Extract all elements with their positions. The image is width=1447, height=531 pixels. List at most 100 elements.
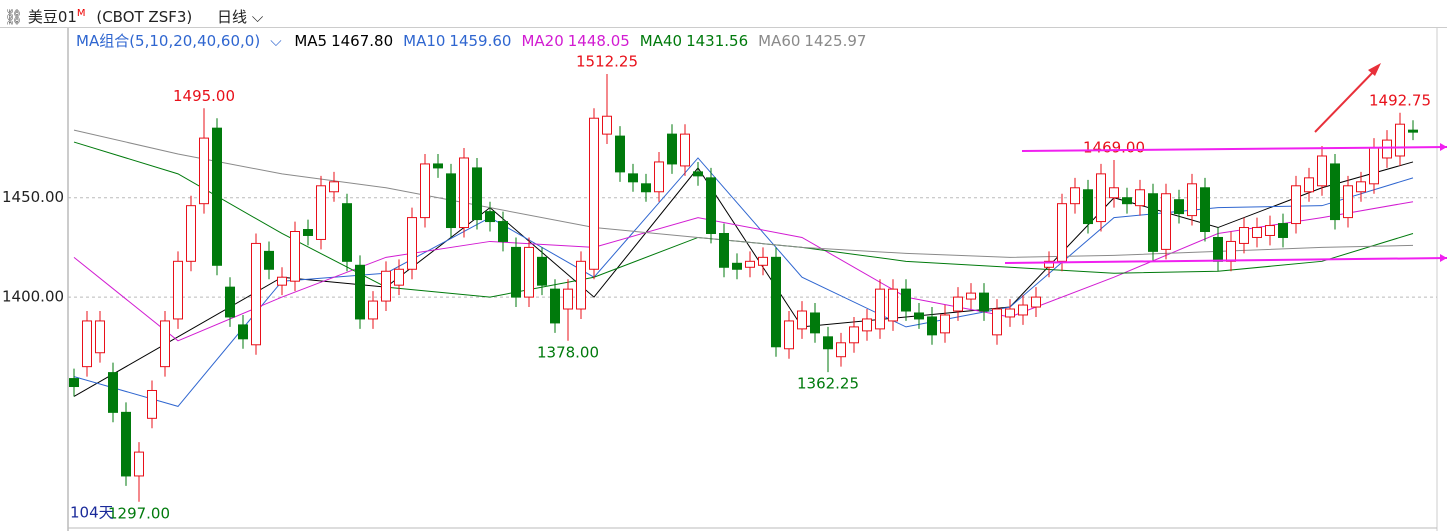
candle-body: [225, 286, 235, 318]
candle-body: [1317, 155, 1327, 187]
candle-count: 104天: [70, 504, 114, 522]
candle-body: [550, 288, 560, 324]
candle-body: [1044, 260, 1054, 268]
toolbar: ⛓ 美豆01M (CBOT ZSF3) 日线 ⌵: [0, 0, 1447, 28]
candle-body: [186, 205, 196, 262]
candle-body: [1200, 187, 1210, 233]
legend-value: 1459.60: [449, 32, 512, 50]
candle-body: [407, 217, 417, 270]
candle-body: [537, 256, 547, 286]
ma-line: [73, 201, 1414, 342]
candle-body: [719, 232, 729, 268]
candle-body: [1096, 173, 1106, 223]
candle-body: [199, 137, 209, 205]
candle-body: [303, 229, 313, 236]
legend-item: MA5 1467.80: [294, 32, 393, 50]
candle-body: [1148, 193, 1158, 252]
symbol-name: 美豆01: [27, 8, 77, 26]
candle-body: [1083, 189, 1093, 225]
candle-body: [1343, 185, 1353, 219]
candle-body: [914, 312, 924, 320]
candle-body: [147, 389, 157, 419]
candle-body: [95, 320, 105, 354]
drawn-arrow: [1314, 66, 1379, 133]
candle-body: [1122, 197, 1132, 205]
legend-item: MA20 1448.05: [521, 32, 629, 50]
candle-body: [1369, 147, 1379, 185]
candle-body: [693, 171, 703, 177]
legend-item: MA40 1431.56: [640, 32, 748, 50]
drawn-arrowhead: [1440, 143, 1447, 151]
candle-body: [134, 451, 144, 477]
candle-body: [654, 161, 664, 193]
candle-body: [732, 262, 742, 270]
candle-body: [576, 260, 586, 310]
candle-body: [1291, 185, 1301, 225]
candle-body: [329, 181, 339, 193]
legend-name: MA60: [758, 32, 801, 50]
candle-body: [1161, 193, 1171, 250]
legend-name: MA40: [639, 32, 683, 50]
candle-body: [498, 221, 508, 242]
candle-body: [940, 314, 950, 334]
legend-value: 1425.97: [804, 32, 867, 50]
candle-body: [394, 268, 404, 286]
legend-value: 1448.05: [567, 32, 630, 50]
candle-body: [1330, 163, 1340, 221]
drawn-line: [1004, 257, 1447, 264]
candle-body: [1226, 240, 1236, 262]
y-tick-label: 1450.00: [2, 188, 64, 206]
high-label: 1512.25: [576, 53, 638, 71]
candle-body: [1408, 129, 1418, 133]
plot: 1400.00 1450.00 1495.00 1512.25 1469.00 1492.…: [2, 53, 1437, 522]
candle-body: [901, 288, 911, 312]
candle-body: [1057, 203, 1067, 262]
candle-body: [836, 342, 846, 358]
period: 日线: [217, 8, 248, 26]
candle-body: [1187, 183, 1197, 217]
candle-body: [771, 256, 781, 348]
candle-body: [277, 276, 287, 286]
legend-name: MA5: [294, 32, 328, 50]
low-label: 1378.00: [537, 343, 599, 361]
candle-body: [758, 256, 768, 266]
candle-body: [1109, 187, 1119, 199]
symbol-flag: M: [76, 8, 86, 19]
candle-body: [589, 117, 599, 270]
ma-line: [73, 129, 1414, 258]
legend-name: MA20: [521, 32, 564, 50]
high-label: 1469.00: [1083, 138, 1145, 156]
ma-title: MA组合(5,10,20,40,60,0): [76, 32, 261, 50]
ma-select[interactable]: MA组合(5,10,20,40,60,0) ⌵: [76, 32, 282, 50]
candle-body: [433, 163, 443, 169]
y-tick-label: 1400.00: [2, 288, 64, 306]
low-label: 1297.00: [108, 504, 170, 522]
candle-body: [615, 135, 625, 173]
candle-body: [251, 242, 261, 346]
candle-body: [472, 167, 482, 221]
candle-body: [849, 326, 859, 344]
period-select[interactable]: 日线 ⌵: [217, 8, 264, 26]
candle-body: [1005, 308, 1015, 318]
legend-item: MA10 1459.60: [403, 32, 511, 50]
candle-body: [238, 324, 248, 340]
candle-body: [706, 177, 716, 234]
drawn-arrowhead: [1440, 254, 1447, 262]
link-icon[interactable]: ⛓: [4, 8, 24, 26]
candle-body: [264, 250, 274, 270]
candle-body: [511, 246, 521, 298]
candle-body: [1135, 189, 1145, 207]
candle-body: [966, 292, 976, 300]
legend-name: MA10: [403, 32, 446, 50]
candle-body: [875, 288, 885, 330]
candle-body: [745, 260, 755, 268]
candle-body: [485, 211, 495, 223]
candle-body: [953, 296, 963, 312]
candle-body: [602, 115, 612, 135]
candle-body: [1252, 227, 1262, 238]
candle-body: [316, 185, 326, 240]
candle-body: [173, 260, 183, 320]
candle-body: [810, 312, 820, 334]
candle-body: [108, 372, 118, 413]
